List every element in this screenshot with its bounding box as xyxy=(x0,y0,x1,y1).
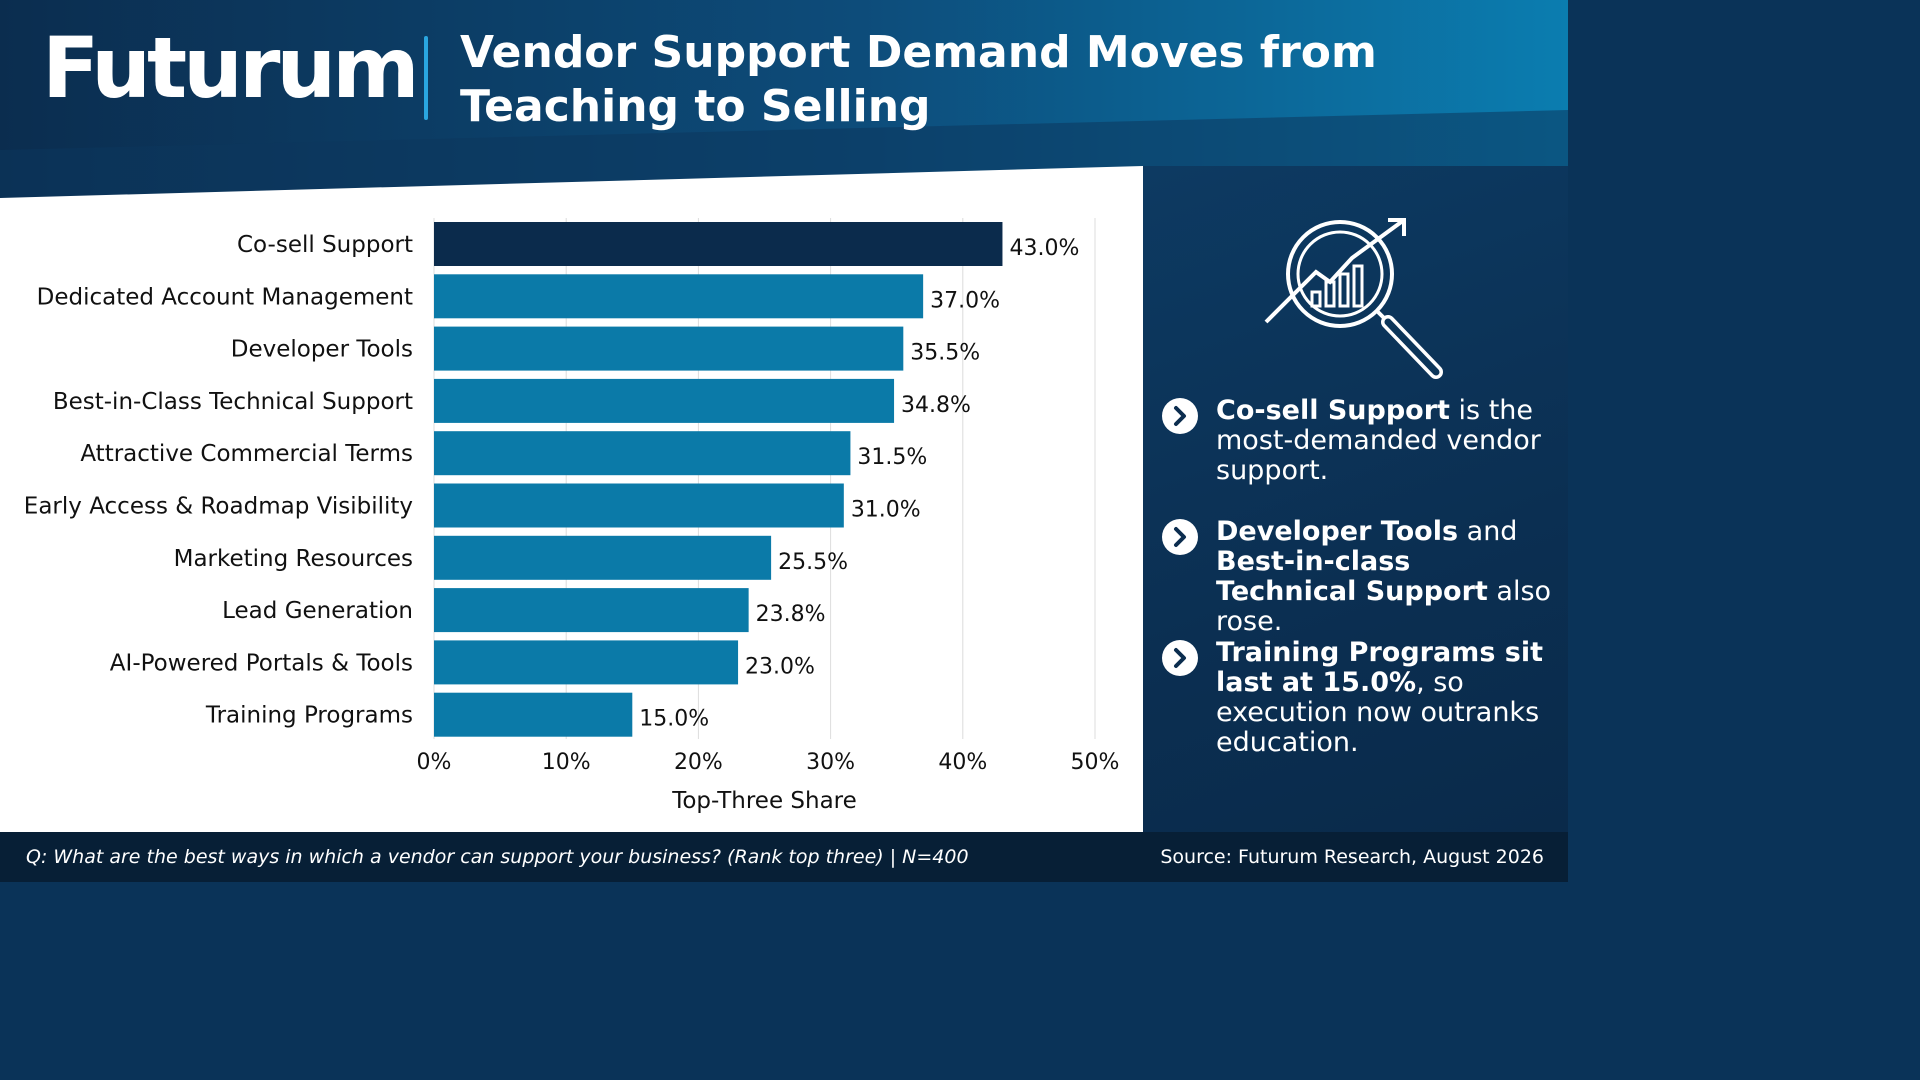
value-label: 25.5% xyxy=(778,550,848,575)
bar xyxy=(434,378,895,423)
value-label: 34.8% xyxy=(901,393,971,418)
survey-question: Q: What are the best ways in which a ven… xyxy=(26,846,969,868)
bar xyxy=(434,274,924,319)
bar xyxy=(434,222,1003,266)
title-line-2: Teaching to Selling xyxy=(460,81,931,132)
insight-text-2: Developer Tools and Best-in-class Techni… xyxy=(1216,516,1552,637)
insight-text-3: Training Programs sit last at 15.0%, so … xyxy=(1216,637,1544,758)
category-label: Lead Generation xyxy=(222,598,413,624)
value-label: 23.0% xyxy=(745,654,815,679)
value-label: 23.8% xyxy=(756,602,826,627)
source-note: Source: Futurum Research, August 2026 xyxy=(1160,846,1544,868)
value-label: 31.0% xyxy=(851,498,921,523)
bar-chart: 0% 10% 20% 30% 40% 50% Top-Three Share Co-sell … xyxy=(24,218,1120,814)
category-label: Early Access & Roadmap Visibility xyxy=(24,494,413,520)
x-tick-label: 30% xyxy=(806,750,855,775)
x-tick-label: 50% xyxy=(1071,750,1120,775)
footer-bar xyxy=(0,832,1568,882)
magnifier-growth-chart-icon xyxy=(1264,218,1443,379)
bar xyxy=(434,483,844,528)
bar xyxy=(434,535,772,580)
bar xyxy=(434,692,633,737)
x-tick-label: 0% xyxy=(417,750,452,775)
category-label: Best-in-Class Technical Support xyxy=(53,389,413,415)
category-label: Training Programs xyxy=(205,703,413,729)
page-title: Vendor Support Demand Moves from Teachin… xyxy=(460,26,1460,134)
value-label: 43.0% xyxy=(1009,236,1079,261)
category-label: AI-Powered Portals & Tools xyxy=(110,650,413,676)
futurum-logo: Futurum xyxy=(42,19,420,117)
value-label: 37.0% xyxy=(930,288,1000,313)
category-label: Attractive Commercial Terms xyxy=(80,441,413,467)
value-label: 31.5% xyxy=(857,445,927,470)
bar xyxy=(434,588,749,633)
category-label: Developer Tools xyxy=(231,337,413,363)
x-tick-label: 40% xyxy=(938,750,987,775)
insight-text-1: Co-sell Support is the most-demanded ven… xyxy=(1216,395,1541,486)
category-label: Marketing Resources xyxy=(174,546,413,572)
x-tick-label: 20% xyxy=(674,750,723,775)
chevron-right-icon xyxy=(1162,519,1198,555)
chevron-right-icon xyxy=(1162,398,1198,434)
bar xyxy=(434,640,739,685)
x-tick-label: 10% xyxy=(542,750,591,775)
chevron-right-icon xyxy=(1162,640,1198,676)
bar xyxy=(434,326,904,371)
title-line-1: Vendor Support Demand Moves from xyxy=(460,27,1377,78)
bar xyxy=(434,431,851,476)
value-label: 15.0% xyxy=(639,707,709,732)
x-axis-label: Top-Three Share xyxy=(671,788,857,814)
category-label: Dedicated Account Management xyxy=(37,284,413,310)
logo-divider xyxy=(424,36,428,120)
value-label: 35.5% xyxy=(910,341,980,366)
category-label: Co-sell Support xyxy=(237,232,413,258)
